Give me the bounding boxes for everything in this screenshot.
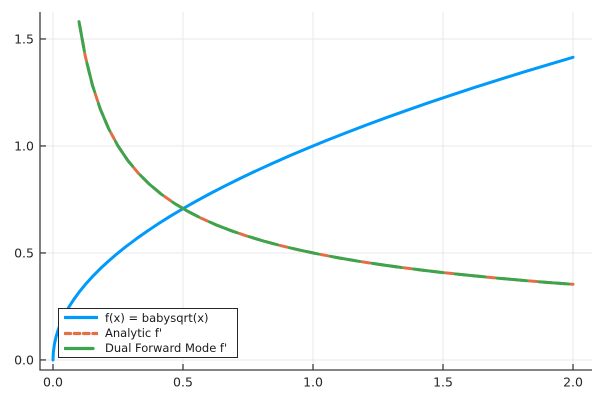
- series-line-2: [77, 20, 575, 286]
- series-line-icon: [64, 345, 98, 352]
- series-line-1: [77, 20, 575, 286]
- x-tick-label: 1.0: [303, 375, 323, 390]
- x-tick-label: 0.5: [173, 375, 193, 390]
- y-tick-label: 0.5: [14, 245, 34, 260]
- legend-label: f(x) = babysqrt(x): [105, 310, 209, 325]
- legend-entry: Dual Forward Mode f': [64, 341, 231, 356]
- y-tick-label: 1.0: [14, 138, 34, 153]
- legend-line-glyph: [64, 331, 98, 335]
- x-tick-label: 0.0: [43, 375, 63, 390]
- x-tick-label: 2.0: [563, 375, 583, 390]
- x-tick-label: 1.5: [433, 375, 453, 390]
- y-tick-label: 1.5: [14, 31, 34, 46]
- legend-label: Dual Forward Mode f': [105, 341, 228, 355]
- series-line-icon: [64, 314, 98, 321]
- legend-label: Analytic f': [105, 325, 163, 340]
- legend: f(x) = babysqrt(x) Analytic f' Dual Forw…: [58, 308, 238, 358]
- series-line-icon: [64, 330, 98, 337]
- legend-line-glyph: [64, 316, 98, 320]
- y-tick-label: 0.0: [14, 352, 34, 367]
- axis-spine: [39, 12, 592, 371]
- legend-entry: f(x) = babysqrt(x): [64, 310, 231, 325]
- legend-entry: Analytic f': [64, 326, 231, 341]
- legend-line-glyph: [64, 346, 98, 350]
